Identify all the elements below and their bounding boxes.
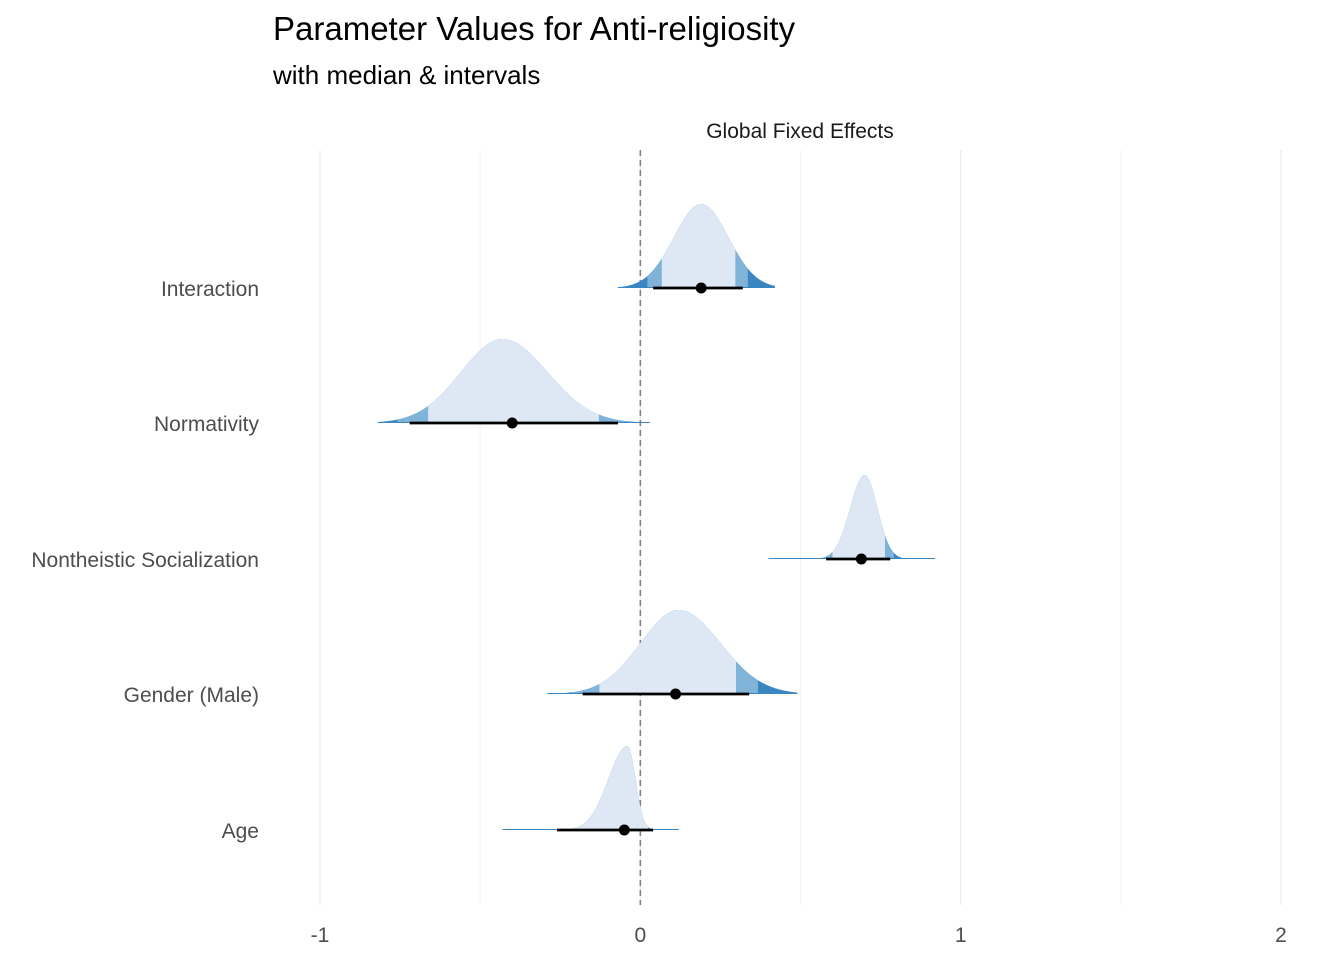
density-inner-band: [661, 204, 736, 288]
chart-title: Parameter Values for Anti-religiosity: [273, 10, 796, 47]
median-point: [618, 824, 630, 836]
median-point: [670, 688, 682, 700]
y-tick-label: Nontheistic Socialization: [31, 549, 259, 572]
grid-layer: [319, 150, 1282, 905]
x-tick-label: 0: [634, 924, 646, 947]
chart-subtitle: with median & intervals: [273, 60, 541, 90]
median-point: [695, 282, 707, 294]
x-tick-label: 1: [955, 924, 967, 947]
y-tick-label: Normativity: [154, 413, 260, 436]
median-point: [506, 417, 518, 429]
y-tick-label: Age: [222, 820, 259, 843]
density-3: [547, 610, 798, 694]
density-2: [768, 475, 936, 559]
y-tick-label: Interaction: [161, 278, 259, 301]
y-tick-label: Gender (Male): [124, 684, 259, 707]
median-point: [855, 553, 867, 565]
density-inner-band: [832, 475, 886, 559]
density-1: [377, 339, 650, 423]
x-tick-label: -1: [311, 924, 330, 947]
density-inner-band: [599, 610, 736, 694]
density-inner-band: [569, 746, 648, 830]
x-tick-label: 2: [1275, 924, 1287, 947]
density-4: [502, 746, 679, 830]
label-layer: -1 0 1 2 Interaction Normativity Nontheistic S…: [31, 278, 1286, 947]
density-layer: [377, 204, 936, 830]
density-inner-band: [428, 339, 599, 423]
interval-layer: [409, 282, 891, 836]
facet-label: Global Fixed Effects: [706, 120, 894, 143]
